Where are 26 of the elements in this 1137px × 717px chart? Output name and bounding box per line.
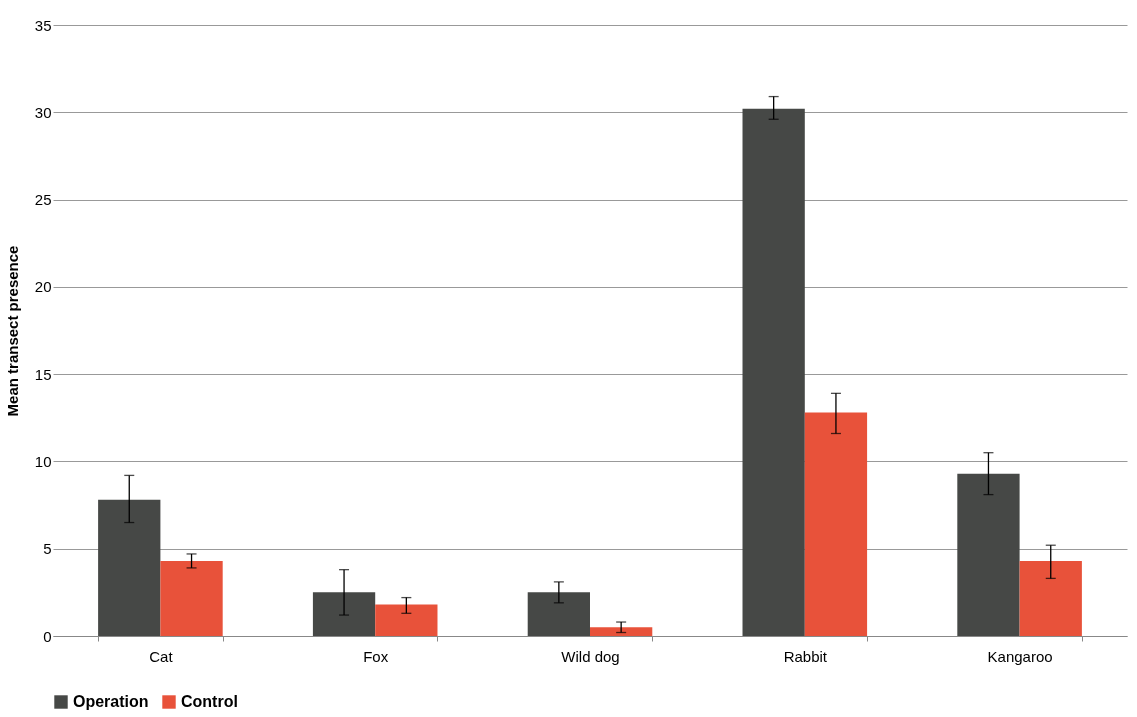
- bar: [1019, 560, 1082, 636]
- y-tick-label: 10: [34, 452, 52, 470]
- y-tick-label: 15: [34, 365, 52, 383]
- legend-label: Control: [181, 693, 238, 710]
- y-tick-label: 5: [43, 540, 52, 558]
- x-tick-label: Cat: [149, 647, 174, 665]
- x-tick-label: Fox: [363, 647, 389, 665]
- bar: [957, 473, 1020, 636]
- bar: [375, 604, 438, 636]
- x-tick-label: Rabbit: [783, 647, 828, 665]
- y-tick-label: 25: [34, 191, 52, 209]
- x-tick-label: Wild dog: [561, 647, 620, 665]
- y-tick-label: 35: [34, 16, 52, 34]
- y-tick-label: 0: [43, 627, 52, 645]
- bar: [742, 108, 805, 636]
- bar: [590, 627, 653, 636]
- bar: [98, 499, 161, 636]
- legend-label: Operation: [73, 693, 149, 710]
- bar: [804, 412, 868, 636]
- y-tick-label: 20: [34, 278, 52, 296]
- bar: [527, 592, 590, 636]
- bar: [312, 592, 376, 636]
- y-tick-label: 30: [34, 103, 52, 121]
- x-tick-label: Kangaroo: [987, 647, 1053, 665]
- y-axis-title: Mean transect presence: [3, 245, 21, 417]
- bar: [160, 560, 223, 636]
